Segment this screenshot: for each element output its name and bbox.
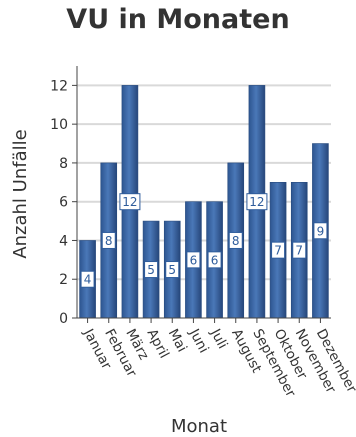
- data-label-box: [101, 231, 116, 249]
- data-label: 8: [105, 234, 113, 248]
- data-label-box: [313, 222, 328, 240]
- y-tick-label: 0: [59, 311, 68, 327]
- data-label: 4: [84, 273, 92, 287]
- data-label-box: [144, 261, 159, 279]
- data-label-box: [246, 193, 268, 211]
- data-label: 9: [317, 224, 325, 238]
- data-label: 7: [274, 244, 282, 258]
- x-tick-label: Juni: [185, 325, 211, 355]
- data-label: 12: [122, 195, 137, 209]
- data-label-box: [207, 251, 222, 269]
- data-label-box: [292, 241, 307, 259]
- data-label: 5: [168, 263, 176, 277]
- x-axis-label: Monat: [171, 416, 227, 437]
- data-label-box: [119, 193, 141, 211]
- y-tick-label: 4: [59, 233, 68, 249]
- y-axis-label: Anzahl Unfälle: [10, 129, 31, 258]
- grid-lines: [77, 84, 331, 281]
- data-label: 12: [249, 195, 264, 209]
- y-tick-label: 10: [50, 117, 68, 133]
- data-label: 7: [295, 244, 303, 258]
- data-label: 6: [211, 253, 219, 267]
- data-label-box: [186, 251, 201, 269]
- y-tick-label: 12: [50, 78, 68, 94]
- data-label-box: [80, 270, 95, 288]
- chart-title: VU in Monaten: [66, 4, 290, 35]
- y-tick-label: 6: [59, 195, 68, 211]
- axes: 024681012JanuarFebruarMärzAprilMaiJuniJu…: [50, 66, 356, 400]
- y-tick-label: 2: [59, 272, 68, 288]
- data-label: 8: [232, 234, 240, 248]
- data-label: 6: [190, 253, 198, 267]
- y-tick-label: 8: [59, 156, 68, 172]
- data-label-box: [228, 231, 243, 249]
- data-label-box: [271, 241, 286, 259]
- data-label: 5: [147, 263, 155, 277]
- data-label-box: [165, 261, 180, 279]
